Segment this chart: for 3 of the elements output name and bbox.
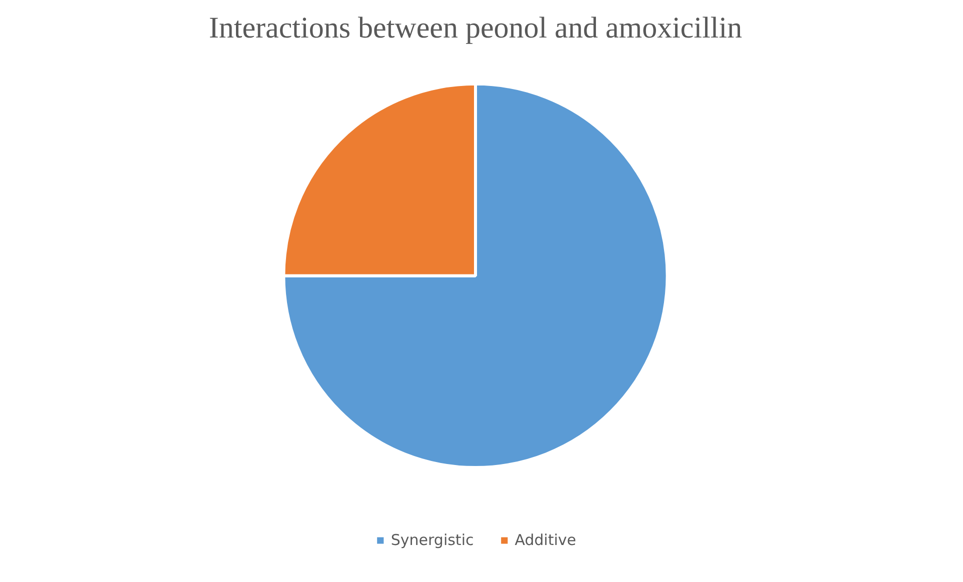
legend-label: Additive	[514, 531, 576, 549]
legend-label: Synergistic	[390, 531, 474, 549]
chart-title: Interactions between peonol and amoxicillin	[208, 12, 742, 44]
